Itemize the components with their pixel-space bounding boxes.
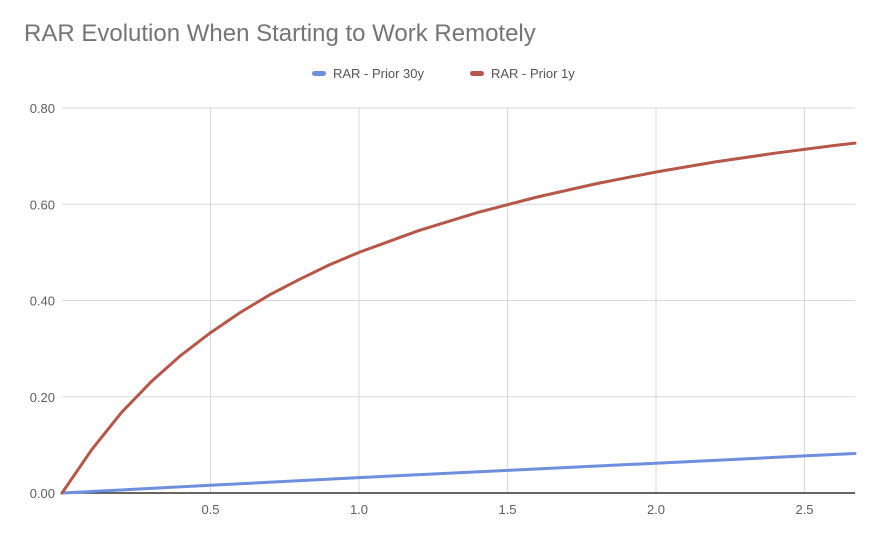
y-tick-label: 0.00 [30, 486, 55, 501]
y-tick-label: 0.20 [30, 390, 55, 405]
x-tick-label: 1.5 [498, 502, 516, 517]
x-tick-label: 1.0 [350, 502, 368, 517]
x-tick-label: 2.0 [647, 502, 665, 517]
legend-swatch-series-2 [470, 71, 484, 76]
chart-title: RAR Evolution When Starting to Work Remo… [24, 20, 536, 47]
series-line-2 [60, 141, 857, 495]
x-tick-label: 2.5 [795, 502, 813, 517]
legend-swatch-series-1 [312, 71, 326, 76]
x-tick-label: 0.5 [201, 502, 219, 517]
y-tick-label: 0.60 [30, 197, 55, 212]
legend-item-series-1[interactable]: RAR - Prior 30y [312, 66, 424, 81]
series-line-1 [60, 452, 857, 495]
legend-item-series-2[interactable]: RAR - Prior 1y [470, 66, 575, 81]
legend-label-series-1: RAR - Prior 30y [333, 66, 425, 81]
y-tick-label: 0.40 [30, 294, 55, 309]
legend-label-series-2: RAR - Prior 1y [491, 66, 575, 81]
y-tick-label: 0.80 [30, 101, 55, 116]
legend: RAR - Prior 30y RAR - Prior 1y [0, 66, 880, 86]
